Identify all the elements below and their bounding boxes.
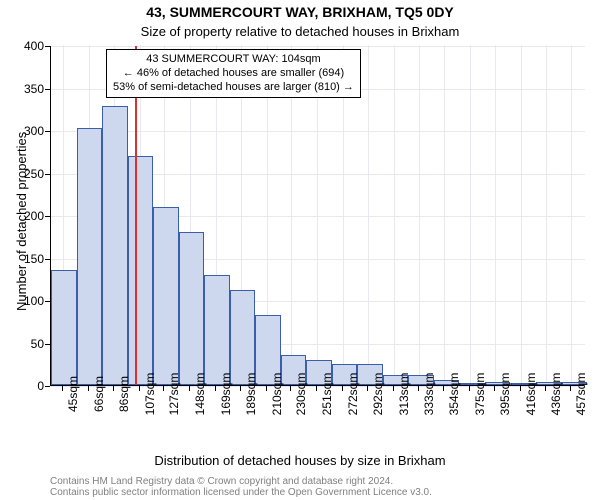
y-tick-label: 250 [4, 167, 44, 181]
gridline-v [470, 45, 471, 385]
x-tick-mark [570, 386, 571, 391]
x-tick-label: 395sqm [498, 373, 512, 416]
x-tick-label: 333sqm [422, 373, 436, 416]
x-tick-label: 127sqm [167, 373, 181, 416]
x-tick-mark [494, 386, 495, 391]
y-tick-mark [45, 301, 50, 302]
plot-area: 43 SUMMERCOURT WAY: 104sqm ← 46% of deta… [50, 46, 584, 386]
annotation-line-1: 43 SUMMERCOURT WAY: 104sqm [113, 53, 354, 67]
x-tick-label: 107sqm [143, 373, 157, 416]
y-tick-mark [45, 386, 50, 387]
x-tick-label: 230sqm [294, 373, 308, 416]
x-tick-mark [139, 386, 140, 391]
x-axis-label: Distribution of detached houses by size … [0, 453, 600, 468]
x-tick-mark [393, 386, 394, 391]
y-tick-label: 300 [4, 124, 44, 138]
histogram-bar [230, 290, 256, 385]
x-tick-mark [316, 386, 317, 391]
gridline-v [495, 45, 496, 385]
y-tick-label: 200 [4, 209, 44, 223]
x-tick-mark [215, 386, 216, 391]
chart-container: 43, SUMMERCOURT WAY, BRIXHAM, TQ5 0DY Si… [0, 0, 600, 500]
x-tick-mark [240, 386, 241, 391]
gridline-v [546, 45, 547, 385]
footer-line-2: Contains public sector information licen… [50, 487, 590, 498]
y-tick-label: 150 [4, 252, 44, 266]
x-tick-label: 416sqm [524, 373, 538, 416]
x-tick-label: 313sqm [397, 373, 411, 416]
chart-title-sub: Size of property relative to detached ho… [0, 24, 600, 39]
histogram-bar [128, 156, 154, 386]
y-tick-label: 100 [4, 294, 44, 308]
histogram-bar [77, 128, 103, 385]
x-tick-label: 457sqm [574, 373, 588, 416]
x-tick-label: 272sqm [346, 373, 360, 416]
y-tick-label: 400 [4, 39, 44, 53]
x-tick-mark [545, 386, 546, 391]
y-tick-mark [45, 216, 50, 217]
x-tick-label: 354sqm [447, 373, 461, 416]
y-tick-mark [45, 46, 50, 47]
y-tick-mark [45, 131, 50, 132]
x-tick-label: 292sqm [371, 373, 385, 416]
x-tick-mark [163, 386, 164, 391]
y-tick-mark [45, 344, 50, 345]
x-tick-label: 66sqm [92, 376, 106, 412]
y-tick-mark [45, 89, 50, 90]
gridline-v [368, 45, 369, 385]
x-tick-label: 45sqm [66, 376, 80, 412]
chart-title-main: 43, SUMMERCOURT WAY, BRIXHAM, TQ5 0DY [0, 4, 600, 20]
annotation-line-2: ← 46% of detached houses are smaller (69… [113, 67, 354, 81]
x-tick-label: 436sqm [549, 373, 563, 416]
x-tick-label: 86sqm [117, 376, 131, 412]
x-tick-mark [443, 386, 444, 391]
y-tick-mark [45, 174, 50, 175]
y-tick-label: 0 [4, 379, 44, 393]
x-tick-mark [469, 386, 470, 391]
y-tick-mark [45, 259, 50, 260]
x-tick-mark [189, 386, 190, 391]
y-tick-label: 350 [4, 82, 44, 96]
x-tick-mark [367, 386, 368, 391]
histogram-bar [179, 232, 205, 385]
gridline-v [571, 45, 572, 385]
histogram-bar [51, 270, 77, 385]
x-tick-label: 148sqm [193, 373, 207, 416]
x-tick-mark [88, 386, 89, 391]
y-tick-label: 50 [4, 337, 44, 351]
x-tick-mark [62, 386, 63, 391]
gridline-v [521, 45, 522, 385]
x-tick-label: 169sqm [219, 373, 233, 416]
x-tick-mark [290, 386, 291, 391]
x-tick-label: 189sqm [244, 373, 258, 416]
x-tick-label: 375sqm [473, 373, 487, 416]
x-tick-mark [342, 386, 343, 391]
histogram-bar [153, 207, 179, 386]
footer-line-1: Contains HM Land Registry data © Crown c… [50, 476, 590, 487]
annotation-box: 43 SUMMERCOURT WAY: 104sqm ← 46% of deta… [106, 49, 361, 98]
histogram-bar [102, 106, 128, 385]
gridline-v [419, 45, 420, 385]
x-tick-mark [266, 386, 267, 391]
gridline-v [394, 45, 395, 385]
histogram-bar [204, 275, 230, 386]
chart-footer: Contains HM Land Registry data © Crown c… [50, 476, 590, 498]
gridline-v [444, 45, 445, 385]
x-tick-mark [113, 386, 114, 391]
x-tick-label: 210sqm [270, 373, 284, 416]
x-tick-mark [418, 386, 419, 391]
x-tick-mark [520, 386, 521, 391]
annotation-line-3: 53% of semi-detached houses are larger (… [113, 81, 354, 95]
x-tick-label: 251sqm [320, 373, 334, 416]
